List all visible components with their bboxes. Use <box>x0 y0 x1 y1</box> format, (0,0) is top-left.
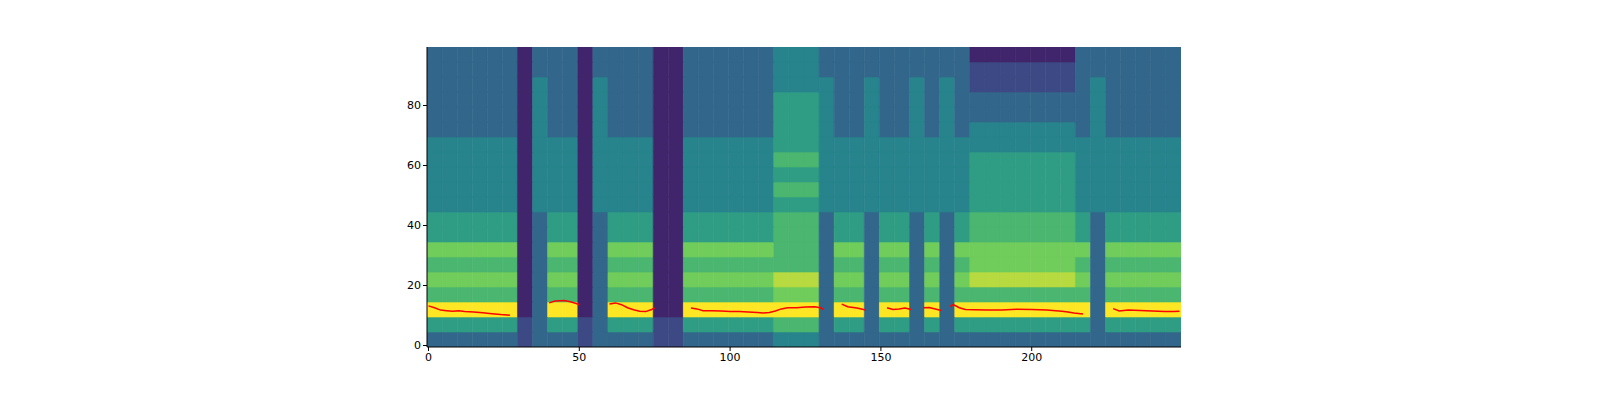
svg-text:150: 150 <box>870 351 891 364</box>
svg-text:200: 200 <box>1021 351 1042 364</box>
svg-text:20: 20 <box>407 279 421 292</box>
svg-text:40: 40 <box>407 219 421 232</box>
svg-text:80: 80 <box>407 99 421 112</box>
svg-text:0: 0 <box>414 339 421 352</box>
svg-text:60: 60 <box>407 159 421 172</box>
svg-text:100: 100 <box>720 351 741 364</box>
svg-text:50: 50 <box>572 351 586 364</box>
svg-text:0: 0 <box>425 351 432 364</box>
